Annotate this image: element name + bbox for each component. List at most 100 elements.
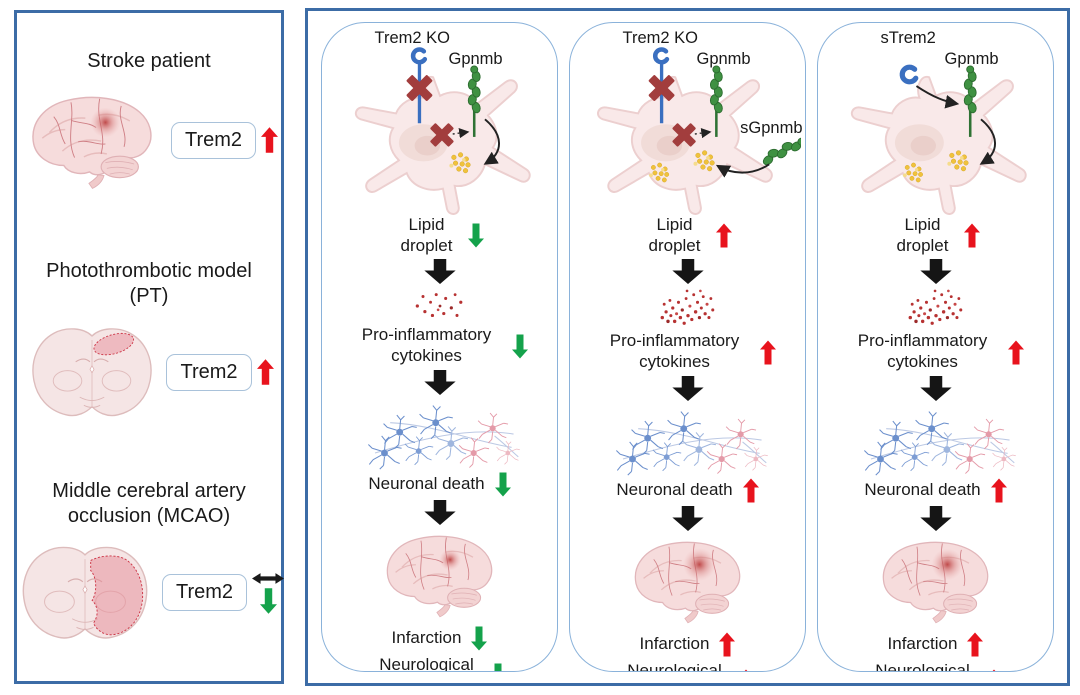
trend-arrow <box>742 478 759 503</box>
step-lipid-droplet: Lipid droplet <box>644 215 732 256</box>
ligand-label: Gpnmb <box>944 50 999 68</box>
step-neuronal-death: Neuronal death <box>368 472 511 497</box>
step-label: Infarction <box>639 634 710 654</box>
step-label: Lipid droplet <box>400 215 453 255</box>
right-panel: Trem2 KO Gpnmb Lipid d <box>305 8 1070 686</box>
trem2-label: Trem2 <box>184 128 243 151</box>
trem2-box: Trem2 <box>161 574 248 611</box>
trend-arrow <box>990 478 1007 503</box>
trend-arrow <box>715 223 732 248</box>
trem2-box: Trem2 <box>170 121 257 159</box>
cytokine-dots <box>415 293 462 318</box>
column-strem2: sTrem2 Gpnmb Lipid droplet <box>817 22 1054 672</box>
mcao-section: Middle cerebral artery occlusion (MCAO) … <box>17 457 285 677</box>
human-brain-illustration <box>32 96 152 190</box>
soluble-ligand-label: sGpnmb <box>740 119 803 137</box>
step-infarction: Infarction <box>392 626 488 651</box>
column-trem2-ko-sgpnmb: Trem2 KO Gpnmb sGpnmb <box>569 22 806 672</box>
ligand-label: Gpnmb <box>448 50 503 68</box>
uptake-arrow <box>979 118 996 165</box>
step-label: Neurological deficits <box>379 654 474 672</box>
column-trem2-ko: Trem2 KO Gpnmb Lipid d <box>321 22 558 672</box>
photothrombotic-section: Photothrombotic model (PT) Trem2 <box>17 235 281 457</box>
section-title: Photothrombotic model (PT) <box>46 260 252 307</box>
cytokine-dots <box>660 290 714 326</box>
microglia-cell-illustration: sTrem2 Gpnmb <box>823 29 1049 223</box>
microglia-cell-illustration: Trem2 KO Gpnmb sGpnmb <box>575 29 803 223</box>
step-label: Neurological deficits <box>627 660 722 672</box>
step-label: Lipid droplet <box>648 215 701 255</box>
trend-arrow <box>252 572 285 585</box>
flow-down-arrow-icon <box>423 499 456 525</box>
mcao-coronal-section-illustration <box>22 546 148 639</box>
cytokine-dots <box>908 290 962 326</box>
step-cytokines: Pro-inflammatory cytokines <box>352 325 528 366</box>
receptor-label: sTrem2 <box>880 29 936 47</box>
brain-outcome-illustration <box>634 541 740 624</box>
step-neurological-deficits: Neurological deficits <box>622 660 754 672</box>
step-label: Infarction <box>887 634 958 654</box>
trend-arrow <box>967 632 984 657</box>
step-neuronal-death: Neuronal death <box>616 478 759 503</box>
step-label: Neuronal death <box>616 480 733 500</box>
step-neurological-deficits: Neurological deficits <box>870 660 1002 672</box>
flow-down-arrow-icon <box>919 505 952 531</box>
sgpnmb-uptake-arrow <box>715 163 770 178</box>
trem2-label: Trem2 <box>180 360 238 383</box>
receptor-label: Trem2 KO <box>622 29 698 47</box>
strem2-to-gpnmb-arrow <box>915 85 959 109</box>
trend-arrow <box>511 334 528 359</box>
trem2-label: Trem2 <box>175 581 234 603</box>
section-title: Stroke patient <box>87 50 211 72</box>
flow-down-arrow-icon <box>671 259 704 285</box>
trend-arrow <box>1007 340 1024 365</box>
step-label: Neurological deficits <box>875 660 970 672</box>
step-label: Pro-inflammatory cytokines <box>857 331 988 372</box>
step-neuronal-death: Neuronal death <box>864 478 1007 503</box>
flow-down-arrow-icon <box>919 375 952 401</box>
step-lipid-droplet: Lipid droplet <box>396 215 484 256</box>
left-panel: Stroke patient Trem2 Photothr <box>14 10 285 684</box>
step-infarction: Infarction <box>640 632 736 657</box>
neurons-illustration <box>846 404 1026 478</box>
brain-outcome-illustration <box>882 541 988 624</box>
flow-down-arrow-icon <box>919 259 952 285</box>
pt-coronal-section-illustration <box>32 328 153 417</box>
step-cytokines: Pro-inflammatory cytokines <box>848 331 1024 372</box>
step-cytokines: Pro-inflammatory cytokines <box>600 331 776 372</box>
receptor-label: Trem2 KO <box>374 29 450 47</box>
neurons-illustration <box>598 404 778 478</box>
microglia-cell-illustration: Trem2 KO Gpnmb <box>327 29 553 223</box>
trend-arrow <box>471 626 488 651</box>
step-label: Neuronal death <box>864 480 981 500</box>
strem2-icon <box>902 67 916 82</box>
trend-arrow <box>963 223 980 248</box>
step-label: Pro-inflammatory cytokines <box>361 325 492 366</box>
ligand-label: Gpnmb <box>696 50 751 68</box>
trend-arrow <box>759 340 776 365</box>
step-infarction: Infarction <box>888 632 984 657</box>
trend-arrow <box>489 663 506 671</box>
flow-down-arrow-icon <box>671 375 704 401</box>
trem2-receptor-icon <box>413 50 425 63</box>
trem2-box: Trem2 <box>166 353 252 391</box>
brain-outcome-illustration <box>386 535 492 618</box>
stroke-patient-section: Stroke patient Trem2 <box>17 13 281 235</box>
step-label: Neuronal death <box>368 474 485 494</box>
step-lipid-droplet: Lipid droplet <box>892 215 980 256</box>
neurons-illustration <box>350 398 530 472</box>
flow-down-arrow-icon <box>423 369 456 395</box>
section-title: Middle cerebral artery occlusion (MCAO) <box>52 480 246 527</box>
step-neurological-deficits: Neurological deficits <box>374 654 506 672</box>
flow-down-arrow-icon <box>423 259 456 285</box>
trend-arrow <box>259 587 277 614</box>
step-label: Infarction <box>391 628 462 648</box>
sgpnmb-icon <box>757 133 801 169</box>
trend-arrow <box>261 127 279 153</box>
step-label: Lipid droplet <box>896 215 949 255</box>
trend-arrow <box>467 223 484 248</box>
step-label: Pro-inflammatory cytokines <box>609 331 740 372</box>
trend-arrow <box>256 359 274 385</box>
trend-arrow <box>494 472 511 497</box>
